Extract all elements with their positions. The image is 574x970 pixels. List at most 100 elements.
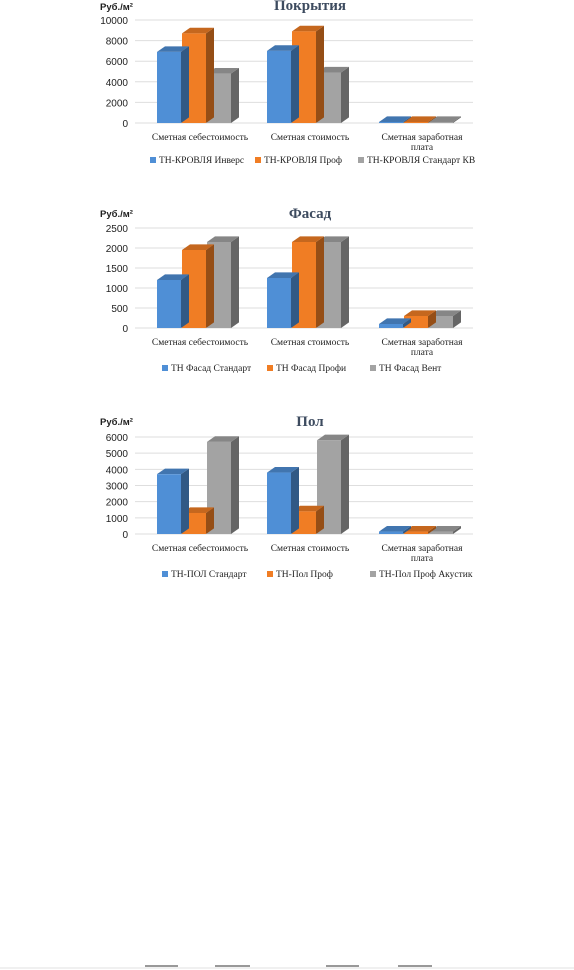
bar-top xyxy=(404,525,436,532)
bar xyxy=(404,121,428,123)
bar-top xyxy=(317,434,349,441)
bar xyxy=(379,121,403,123)
bar-side xyxy=(231,67,239,123)
bar-top xyxy=(207,236,239,242)
bar-top xyxy=(317,66,349,73)
bar xyxy=(267,472,291,534)
y-tick-label: 2000 xyxy=(106,498,129,509)
x-tick-label: Сметная стоимость xyxy=(271,133,350,143)
y-unit-label: Руб./м² xyxy=(100,417,133,428)
bar xyxy=(404,531,428,534)
bar-side xyxy=(403,116,411,123)
y-tick-label: 3000 xyxy=(106,482,129,493)
bar-side xyxy=(181,274,189,328)
y-tick-label: 2500 xyxy=(106,224,129,235)
x-tick-label: плата xyxy=(411,348,434,358)
bar-side xyxy=(453,525,461,534)
legend-label: ТН-КРОВЛЯ Проф xyxy=(264,155,342,166)
bar-top xyxy=(182,244,214,250)
bar-side xyxy=(181,468,189,534)
page-footer-rules xyxy=(0,965,574,969)
x-tick-label: Сметная себестоимость xyxy=(152,132,249,143)
bar xyxy=(157,280,181,328)
legend-swatch xyxy=(150,157,156,163)
bar-side xyxy=(341,434,349,534)
y-tick-label: 6000 xyxy=(106,433,129,444)
bar-top xyxy=(379,525,411,532)
y-tick-label: 5000 xyxy=(106,449,129,460)
bar-side xyxy=(341,236,349,328)
bar xyxy=(157,51,181,123)
bar-top xyxy=(429,116,461,122)
bar-side xyxy=(231,236,239,328)
bar xyxy=(429,531,453,534)
y-tick-label: 8000 xyxy=(106,37,129,48)
bar-side xyxy=(206,244,214,328)
bar-top xyxy=(157,274,189,280)
legend-swatch xyxy=(162,365,168,371)
bar-top xyxy=(292,505,324,512)
bar-top xyxy=(182,507,214,513)
legend-label: ТН-КРОВЛЯ Стандарт КВ xyxy=(367,156,475,166)
bar-top xyxy=(379,318,411,324)
bar-top xyxy=(157,46,189,52)
legend-swatch xyxy=(267,571,273,577)
bar-top xyxy=(207,436,239,442)
y-tick-label: 6000 xyxy=(106,57,129,68)
bar-top xyxy=(207,67,239,74)
chart-title: Фасад xyxy=(289,206,332,222)
bar-side xyxy=(231,436,239,534)
legend-swatch xyxy=(162,571,168,577)
legend-swatch xyxy=(370,571,376,577)
bar xyxy=(379,531,403,534)
legend-swatch xyxy=(370,365,376,371)
x-tick-label: Сметная заработная xyxy=(382,337,464,348)
bar-top xyxy=(267,272,299,278)
legend-swatch xyxy=(267,365,273,371)
y-unit-label: Руб./м² xyxy=(100,209,133,220)
y-tick-label: 0 xyxy=(122,324,128,335)
bar-side xyxy=(316,236,324,328)
bar-top xyxy=(404,310,436,316)
bar-top xyxy=(182,27,214,34)
legend-label: ТН-ПОЛ Стандарт xyxy=(171,570,247,580)
bar-side xyxy=(291,272,299,328)
legend-label: ТН Фасад Стандарт xyxy=(171,364,252,374)
bar-side xyxy=(291,466,299,534)
x-tick-label: Сметная заработная xyxy=(382,543,464,554)
legend-label: ТН-КРОВЛЯ Инверс xyxy=(159,156,244,166)
y-tick-label: 4000 xyxy=(106,465,129,476)
bar-top xyxy=(404,116,436,122)
x-tick-label: плата xyxy=(411,554,434,564)
chart-title: Покрытия xyxy=(274,0,346,14)
bar-side xyxy=(428,525,436,534)
bar-side xyxy=(428,116,436,123)
x-tick-label: Сметная стоимость xyxy=(271,338,350,348)
bar xyxy=(267,278,291,328)
bar-top xyxy=(429,525,461,532)
bar-side xyxy=(428,310,436,328)
bar-side xyxy=(341,66,349,123)
bar-side xyxy=(316,25,324,124)
bar-side xyxy=(403,525,411,534)
bar-side xyxy=(206,27,214,123)
bar-side xyxy=(453,310,461,328)
y-tick-label: 1500 xyxy=(106,264,129,275)
y-tick-label: 0 xyxy=(122,530,128,541)
y-tick-label: 0 xyxy=(122,119,128,130)
x-tick-label: плата xyxy=(411,143,434,153)
bar-side xyxy=(453,116,461,123)
bar-top xyxy=(267,45,299,51)
y-tick-label: 10000 xyxy=(100,16,128,27)
legend-swatch xyxy=(255,157,261,163)
y-unit-label: Руб./м² xyxy=(100,2,133,13)
legend-swatch xyxy=(358,157,364,163)
y-tick-label: 1000 xyxy=(106,284,129,295)
chart-title: Пол xyxy=(296,414,324,430)
bar-top xyxy=(292,236,324,242)
legend-label: ТН-Пол Проф Акустик xyxy=(379,569,473,580)
legend-label: ТН Фасад Профи xyxy=(276,363,346,374)
bar xyxy=(429,121,453,123)
y-tick-label: 1000 xyxy=(106,514,129,525)
